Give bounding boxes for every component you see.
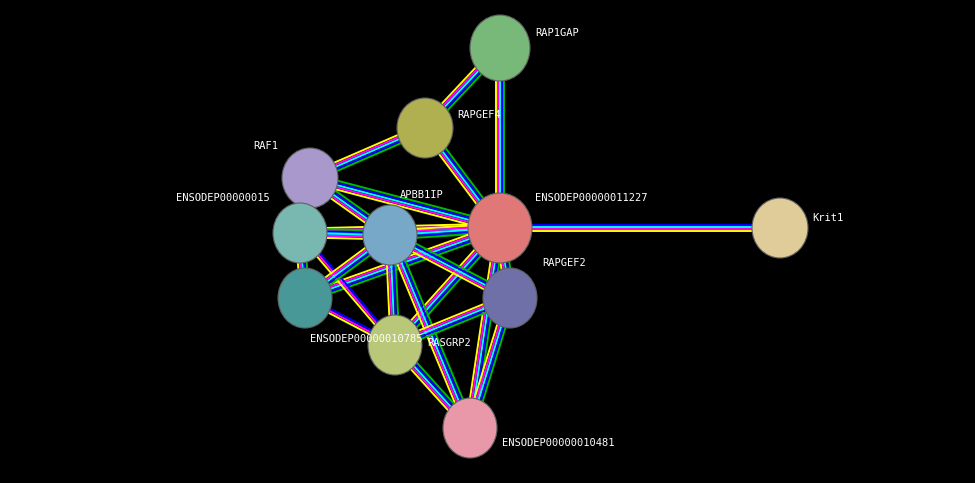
- Text: ENSODEP00000010785: ENSODEP00000010785: [310, 334, 422, 344]
- Text: ENSODEP00000015: ENSODEP00000015: [176, 193, 270, 203]
- Ellipse shape: [483, 268, 537, 328]
- Text: APBB1IP: APBB1IP: [400, 190, 444, 200]
- Text: RAP1GAP: RAP1GAP: [535, 28, 579, 38]
- Ellipse shape: [282, 148, 338, 208]
- Ellipse shape: [468, 193, 532, 263]
- Text: ENSODEP00000010481: ENSODEP00000010481: [502, 438, 614, 448]
- Ellipse shape: [470, 15, 530, 81]
- Text: RAPGEF2: RAPGEF2: [542, 258, 586, 268]
- Ellipse shape: [752, 198, 808, 258]
- Ellipse shape: [363, 205, 417, 265]
- Ellipse shape: [443, 398, 497, 458]
- Text: RASGRP2: RASGRP2: [427, 338, 471, 348]
- Ellipse shape: [273, 203, 327, 263]
- Ellipse shape: [368, 315, 422, 375]
- Text: ENSODEP00000011227: ENSODEP00000011227: [535, 193, 647, 203]
- Text: RAF1: RAF1: [253, 141, 278, 151]
- Ellipse shape: [397, 98, 453, 158]
- Text: RAPGEF4: RAPGEF4: [457, 110, 501, 120]
- Ellipse shape: [278, 268, 332, 328]
- Text: Krit1: Krit1: [812, 213, 843, 223]
